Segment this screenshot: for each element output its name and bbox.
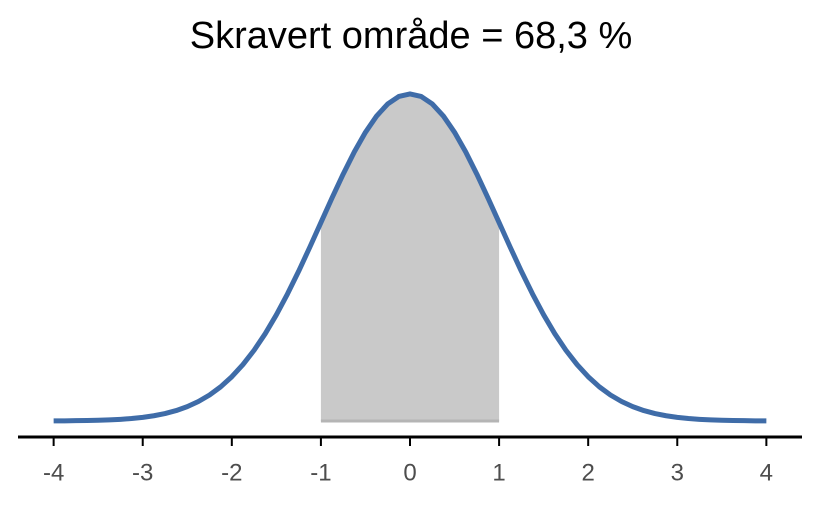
density-curve [53,91,767,424]
x-tick-label: 1 [492,459,505,486]
x-tick-label: 0 [403,459,416,486]
x-tick-label: 3 [671,459,684,486]
x-tick-label: -1 [310,459,331,486]
x-tick-label: 2 [582,459,595,486]
x-tick-label: -2 [221,459,242,486]
shaded-area [320,93,500,421]
x-tick-label: -4 [43,459,64,486]
chart-title: Skravert område = 68,3 % [190,15,633,57]
x-tick-label: -3 [132,459,153,486]
x-tick-label: 4 [760,459,773,486]
